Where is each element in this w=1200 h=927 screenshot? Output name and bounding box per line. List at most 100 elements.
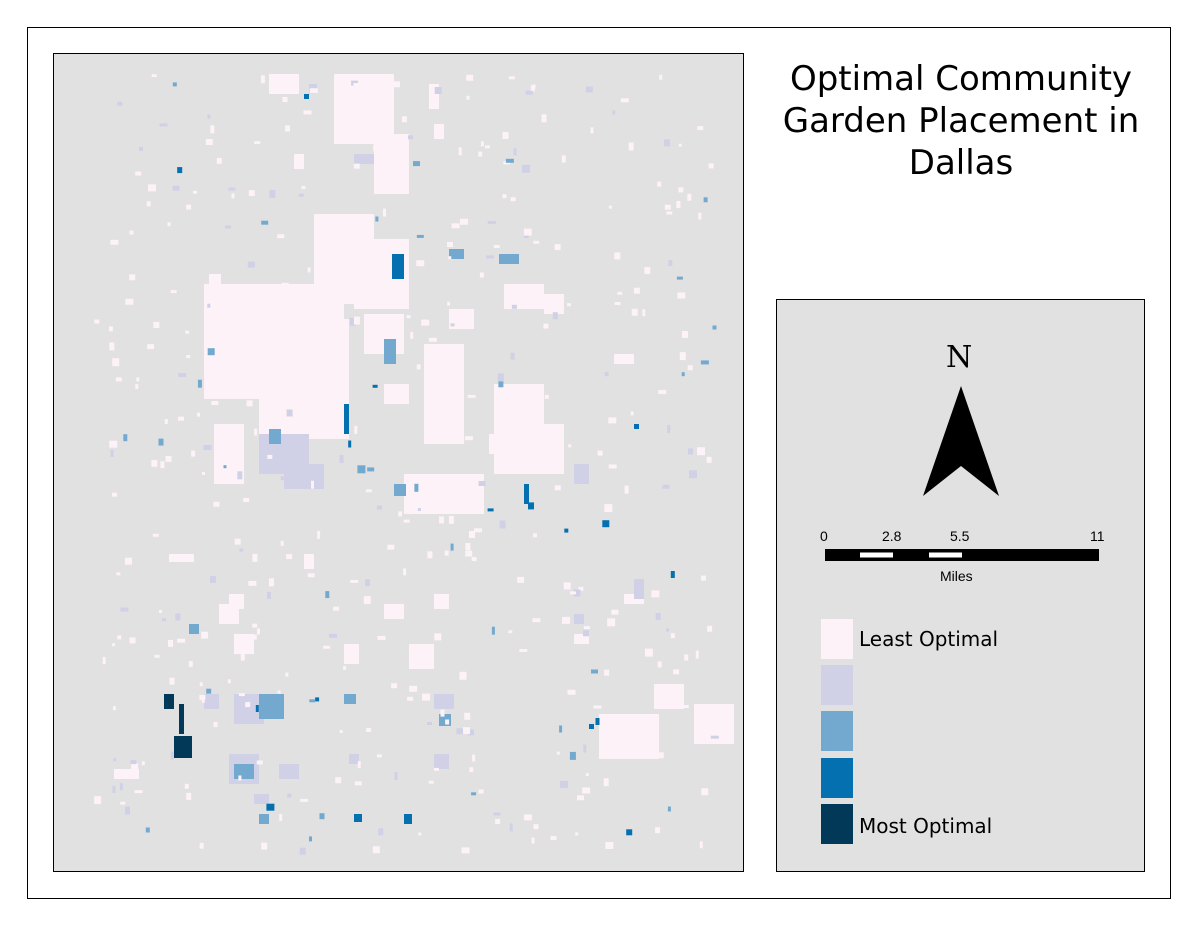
raster-pixel [561,155,566,163]
raster-pixel [397,187,402,192]
raster-pixel [526,453,529,461]
raster-pixel [471,792,477,796]
raster-pixel [267,591,271,599]
raster-pixel [188,660,193,667]
raster-pixel [623,736,628,743]
raster-pixel [676,276,683,280]
raster-pixel [682,331,688,338]
raster-pixel [108,326,113,332]
raster-cell-class-1 [424,344,464,444]
raster-cell-class-5 [174,736,192,758]
raster-cell-class-5 [164,694,174,709]
raster-pixel [657,181,662,187]
raster-pixel [706,456,712,463]
raster-pixel [456,728,465,735]
raster-pixel [257,628,260,635]
raster-pixel [478,151,483,157]
raster-pixel [102,657,106,664]
raster-pixel [562,616,570,624]
scale-bar-graphic [825,549,1099,561]
raster-pixel [141,761,145,766]
raster-pixel [459,671,467,680]
raster-cell-class-3 [259,694,284,719]
raster-pixel [186,792,192,800]
raster-cell-class-3 [394,484,406,496]
raster-pixel [583,630,589,637]
raster-pixel [349,317,356,326]
raster-pixel [444,550,449,556]
raster-pixel [216,157,222,164]
raster-pixel [502,194,507,199]
raster-pixel [633,287,640,294]
raster-pixel [567,303,571,307]
raster-cell-class-5 [179,704,184,734]
raster-pixel [642,309,646,317]
raster-pixel [117,101,123,106]
raster-pixel [158,438,164,446]
raster-pixel [585,86,593,93]
raster-pixel [604,669,610,676]
raster-pixel [185,330,190,334]
raster-pixel [162,618,166,622]
raster-pixel [191,450,196,457]
raster-cell-class-2 [634,579,644,599]
raster-pixel [533,824,539,830]
raster-pixel [210,125,215,134]
raster-cell-class-2 [434,754,449,769]
raster-pixel [354,781,362,786]
raster-cell-class-2 [279,764,299,779]
raster-pixel [448,256,452,260]
raster-pixel [230,391,239,395]
raster-pixel [204,342,213,349]
raster-pixel [327,274,333,281]
raster-pixel [256,285,265,291]
raster-pixel [343,665,347,670]
raster-pixel [285,672,289,677]
raster-cell-class-1 [169,554,194,562]
raster-pixel [365,579,371,587]
raster-pixel [560,780,569,788]
raster-pixel [228,187,236,191]
raster-pixel [608,417,617,424]
raster-pixel [175,613,181,621]
raster-pixel [307,267,311,273]
raster-pixel [281,282,289,291]
raster-pixel [531,837,535,844]
raster-pixel [563,582,571,590]
raster-cell-class-4 [634,424,639,429]
raster-pixel [434,475,441,479]
raster-pixel [626,829,633,836]
raster-pixel [353,316,360,325]
raster-pixel [353,163,360,169]
raster-pixel [677,292,686,299]
raster-pixel [407,696,414,701]
raster-pixel [300,798,309,802]
raster-pixel [695,650,699,659]
raster-pixel [152,533,159,537]
raster-pixel [604,372,609,377]
raster-pixel [178,416,184,421]
raster-pixel [199,842,204,849]
legend-swatch-5 [821,804,853,844]
raster-pixel [511,304,517,309]
raster-pixel [469,767,474,773]
raster-pixel [644,267,651,275]
raster-pixel [252,623,258,628]
title-line-2: Garden Placement in [782,101,1140,141]
raster-pixel [528,502,534,510]
raster-pixel [238,693,245,697]
raster-pixel [676,201,681,208]
raster-pixel [605,842,614,849]
raster-pixel [110,239,119,245]
raster-pixel [465,543,471,550]
raster-pixel [710,735,719,739]
raster-pixel [673,669,680,675]
raster-pixel [667,806,671,812]
raster-pixel [467,729,474,736]
raster-pixel [509,823,513,832]
raster-pixel [659,74,663,80]
raster-pixel [697,126,704,131]
raster-pixel [211,401,219,405]
raster-pixel [602,520,610,528]
raster-pixel [130,760,137,765]
